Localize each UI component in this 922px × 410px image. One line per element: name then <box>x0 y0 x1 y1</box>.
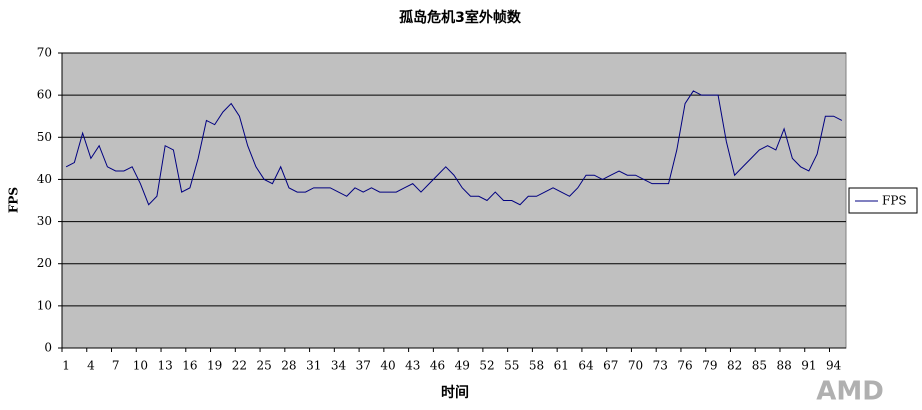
x-tick-label: 70 <box>628 359 643 373</box>
x-tick-label: 58 <box>529 359 544 373</box>
y-tick-label: 60 <box>37 88 52 102</box>
y-tick-label: 20 <box>37 256 52 270</box>
x-tick-label: 1 <box>62 359 70 373</box>
y-tick-label: 70 <box>37 46 52 60</box>
x-tick-label: 43 <box>405 359 420 373</box>
x-tick-label: 34 <box>331 359 347 373</box>
x-tick-label: 55 <box>504 359 519 373</box>
x-tick-label: 91 <box>801 359 816 373</box>
x-tick-label: 52 <box>479 359 494 373</box>
x-tick-label: 61 <box>554 359 569 373</box>
series-line <box>65 90 843 206</box>
y-axis-title: FPS <box>7 187 21 213</box>
x-tick-label: 37 <box>356 359 371 373</box>
y-tick-label: 40 <box>37 172 52 186</box>
x-tick-label: 67 <box>603 359 618 373</box>
x-tick-label: 4 <box>87 359 95 373</box>
y-tick-label: 30 <box>37 214 52 228</box>
x-tick-label: 79 <box>702 359 717 373</box>
x-tick-label: 64 <box>578 359 594 373</box>
x-tick-label: 19 <box>207 359 222 373</box>
x-tick-label: 22 <box>232 359 247 373</box>
x-tick-label: 13 <box>158 359 173 373</box>
x-tick-label: 28 <box>281 359 296 373</box>
x-tick-label: 76 <box>677 359 692 373</box>
x-tick-label: 82 <box>727 359 742 373</box>
y-tick-label: 10 <box>37 298 52 312</box>
x-tick-label: 10 <box>133 359 148 373</box>
x-tick-label: 40 <box>380 359 395 373</box>
x-tick-label: 73 <box>653 359 668 373</box>
watermark: AMD <box>816 377 884 407</box>
x-tick-label: 16 <box>182 359 197 373</box>
x-tick-label: 49 <box>455 359 470 373</box>
chart-title: 孤岛危机3室外帧数 <box>399 9 522 26</box>
y-tick-label: 50 <box>37 130 52 144</box>
x-tick-label: 7 <box>112 359 120 373</box>
x-tick-label: 88 <box>776 359 791 373</box>
x-tick-label: 25 <box>257 359 272 373</box>
x-tick-label: 46 <box>430 359 445 373</box>
y-tick-label: 0 <box>44 341 52 355</box>
x-tick-label: 85 <box>752 359 767 373</box>
x-tick-label: 94 <box>826 359 842 373</box>
x-tick-label: 31 <box>306 359 321 373</box>
plot-area <box>61 52 847 349</box>
legend-label: FPS <box>882 194 907 208</box>
x-axis-title: 时间 <box>441 384 469 401</box>
